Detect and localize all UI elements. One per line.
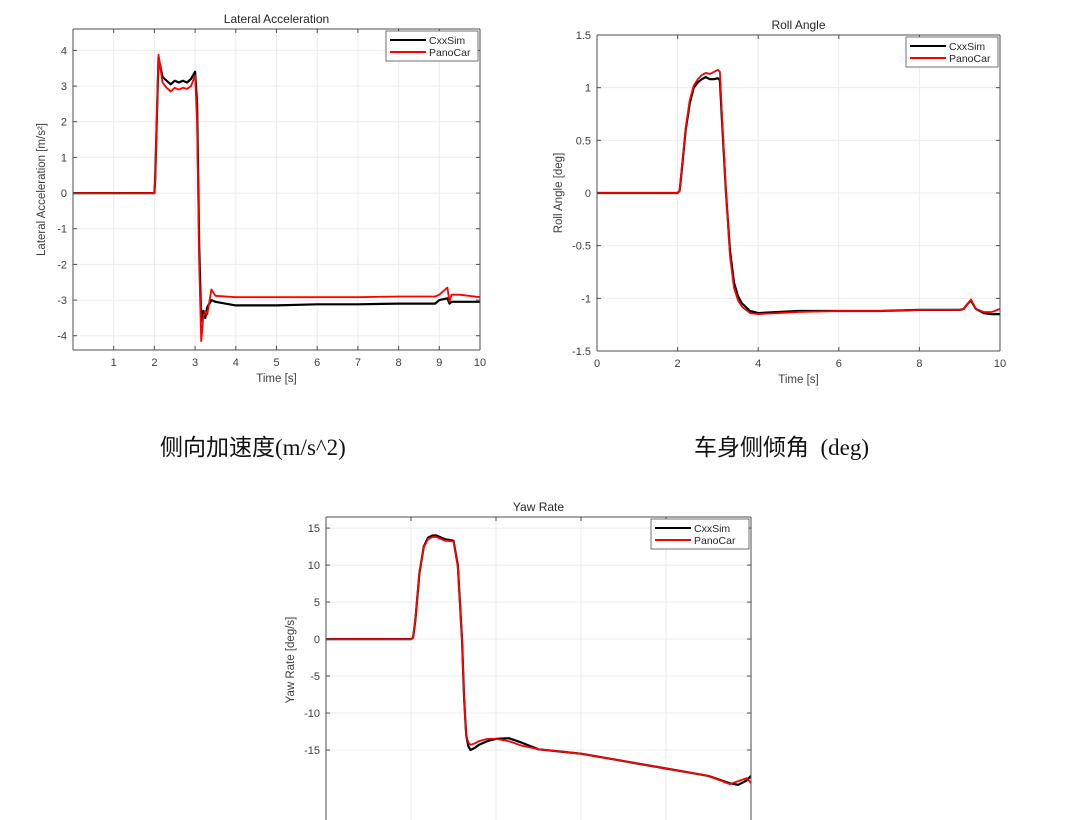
y-tick-label: 0.5 — [576, 135, 591, 147]
y-tick-label: 0 — [314, 634, 320, 646]
x-tick-label: 0 — [594, 358, 600, 370]
y-tick-label: -1 — [581, 293, 591, 305]
y-tick-label: 0 — [585, 188, 591, 200]
y-tick-label: -5 — [310, 671, 320, 683]
caption-lateral-acceleration: 侧向加速度(m/s^2) — [160, 435, 346, 460]
lateral-acceleration-plot: -4 -3 -2 -1 0 1 2 3 4 1 2 3 4 5 6 7 8 9 10 Lateral Accelera… — [36, 12, 486, 385]
y-tick-label: 1 — [585, 83, 591, 95]
x-tick-label: 5 — [273, 357, 279, 369]
y-tick-label: 1.5 — [576, 30, 591, 42]
y-tick-label: 10 — [308, 560, 320, 572]
y-axis-label: Lateral Acceleration [m/s²] — [36, 123, 48, 256]
chart-roll-angle: -1.5 -1 -0.5 0 0.5 1 1.5 0 2 4 6 8 10 Roll Angle Time … — [540, 0, 1080, 395]
x-tick-label: 10 — [474, 357, 486, 369]
y-tick-label: -4 — [57, 331, 67, 343]
y-tick-label: 4 — [61, 45, 67, 57]
chart-title: Roll Angle — [771, 18, 825, 32]
chart-title: Lateral Acceleration — [224, 12, 329, 26]
x-tick-label: 8 — [916, 358, 922, 370]
x-tick-label: 9 — [436, 357, 442, 369]
legend-label-cxxsim: CxxSim — [949, 41, 985, 53]
y-tick-label: 1 — [61, 152, 67, 164]
legend-label-panocar: PanoCar — [949, 53, 991, 65]
y-tick-label: 3 — [61, 81, 67, 93]
yaw-rate-plot: -15 -10 -5 0 5 10 15 Yaw Rate Yaw Rate [deg/s] Cx… — [285, 500, 752, 820]
legend-label-cxxsim: CxxSim — [429, 35, 465, 47]
y-tick-label: -1 — [57, 224, 67, 236]
y-axis-label: Yaw Rate [deg/s] — [285, 617, 297, 704]
plot-area — [326, 517, 751, 820]
y-tick-label: -3 — [57, 295, 67, 307]
caption-roll-angle: 车身侧倾角 (deg) — [694, 435, 870, 460]
x-tick-label: 8 — [396, 357, 402, 369]
y-tick-label: 2 — [61, 117, 67, 129]
tick-marks — [326, 517, 751, 751]
y-tick-label: 0 — [61, 188, 67, 200]
axes-box — [325, 516, 752, 820]
x-tick-label: 2 — [151, 357, 157, 369]
series-cxxsim — [73, 56, 480, 323]
data-series — [73, 53, 480, 343]
y-tick-label: 15 — [308, 523, 320, 535]
y-tick-label: -2 — [57, 259, 67, 271]
x-axis-label: Time [s] — [256, 373, 296, 385]
x-tick-label: 7 — [355, 357, 361, 369]
data-series — [326, 534, 751, 786]
series-panocar — [597, 68, 1000, 316]
chart-lateral-acceleration: -4 -3 -2 -1 0 1 2 3 4 1 2 3 4 5 6 7 8 9 10 Lateral Accelera… — [0, 0, 540, 395]
y-tick-label: 5 — [314, 597, 320, 609]
x-tick-label: 2 — [675, 358, 681, 370]
chart-title: Yaw Rate — [513, 500, 564, 514]
legend-label-panocar: PanoCar — [694, 535, 736, 547]
x-tick-label: 1 — [111, 357, 117, 369]
chart-yaw-rate: -15 -10 -5 0 5 10 15 Yaw Rate Yaw Rate [deg/s] Cx… — [255, 490, 795, 820]
x-tick-label: 6 — [836, 358, 842, 370]
x-tick-label: 3 — [192, 357, 198, 369]
y-tick-label: -0.5 — [572, 241, 591, 253]
legend-label-cxxsim: CxxSim — [694, 523, 730, 535]
series-panocar — [326, 536, 751, 786]
y-tick-label: -1.5 — [572, 346, 591, 358]
x-tick-label: 10 — [994, 358, 1006, 370]
grid-lines — [597, 35, 1000, 351]
y-axis-label: Roll Angle [deg] — [553, 153, 565, 234]
x-axis-label: Time [s] — [778, 374, 818, 386]
legend-label-panocar: PanoCar — [429, 47, 471, 59]
roll-angle-plot: -1.5 -1 -0.5 0 0.5 1 1.5 0 2 4 6 8 10 Roll Angle Time … — [553, 18, 1006, 386]
x-tick-label: 4 — [755, 358, 761, 370]
y-tick-label: -15 — [304, 745, 320, 757]
data-series — [597, 68, 1000, 316]
series-panocar — [73, 53, 480, 343]
x-tick-label: 6 — [314, 357, 320, 369]
y-tick-label: -10 — [304, 708, 320, 720]
x-tick-label: 4 — [233, 357, 239, 369]
